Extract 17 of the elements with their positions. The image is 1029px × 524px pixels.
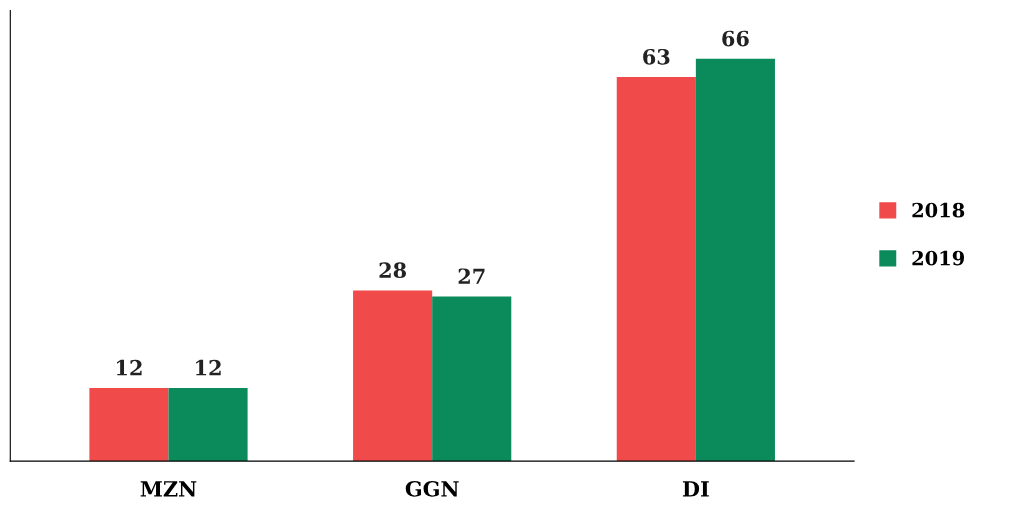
data-label: 28 bbox=[379, 262, 406, 279]
x-tick-label: GGN bbox=[405, 480, 459, 497]
data-label: 12 bbox=[196, 359, 221, 376]
bar bbox=[353, 290, 433, 462]
legend-label: 2018 bbox=[912, 202, 965, 218]
data-label: 27 bbox=[458, 268, 485, 284]
data-label: 66 bbox=[722, 30, 749, 47]
bar bbox=[89, 387, 169, 462]
data-label: 12 bbox=[116, 359, 142, 376]
bar bbox=[695, 58, 775, 462]
bar bbox=[616, 77, 696, 462]
legend-label: 2019 bbox=[912, 250, 965, 266]
data-label: 63 bbox=[643, 48, 670, 65]
x-tick-label: DI bbox=[682, 481, 709, 497]
x-tick-label: MZN bbox=[140, 481, 197, 497]
bar bbox=[432, 296, 512, 462]
bar bbox=[168, 387, 248, 462]
